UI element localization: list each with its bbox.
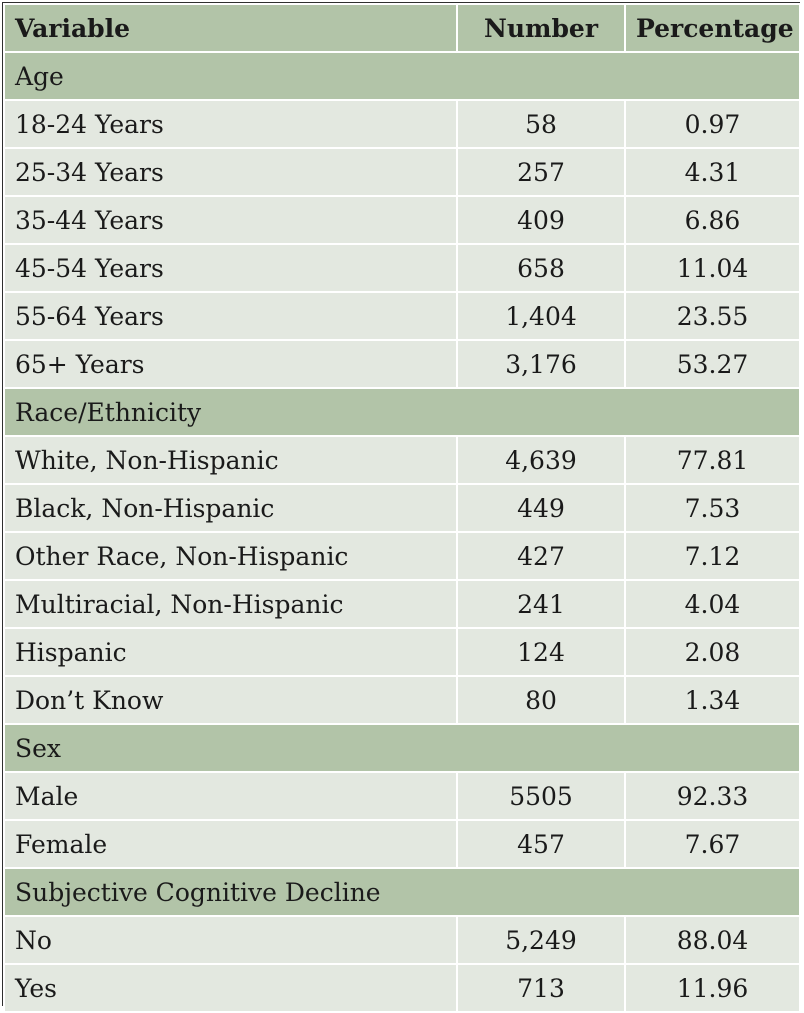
row-number: 449 bbox=[456, 483, 626, 533]
row-percentage: 7.67 bbox=[624, 819, 801, 869]
header-variable: Variable bbox=[3, 3, 458, 53]
row-percentage: 7.53 bbox=[624, 483, 801, 533]
row-percentage: 4.04 bbox=[624, 579, 801, 629]
row-percentage: 7.12 bbox=[624, 531, 801, 581]
row-number: 3,176 bbox=[456, 339, 626, 389]
table-row: White, Non-Hispanic 4,639 77.81 bbox=[3, 435, 801, 485]
row-label: 25-34 Years bbox=[3, 147, 458, 197]
row-number: 80 bbox=[456, 675, 626, 725]
row-label: Multiracial, Non-Hispanic bbox=[3, 579, 458, 629]
row-label: Other Race, Non-Hispanic bbox=[3, 531, 458, 581]
demographics-table: Variable Number Percentage Age 18-24 Yea… bbox=[3, 3, 801, 1013]
row-label: 18-24 Years bbox=[3, 99, 458, 149]
row-percentage: 2.08 bbox=[624, 627, 801, 677]
section-title: Age bbox=[3, 51, 801, 101]
row-label: 55-64 Years bbox=[3, 291, 458, 341]
table-row: No 5,249 88.04 bbox=[3, 915, 801, 965]
row-number: 457 bbox=[456, 819, 626, 869]
row-percentage: 23.55 bbox=[624, 291, 801, 341]
row-label: Male bbox=[3, 771, 458, 821]
header-number: Number bbox=[456, 3, 626, 53]
row-label: 35-44 Years bbox=[3, 195, 458, 245]
table-row: Don’t Know 80 1.34 bbox=[3, 675, 801, 725]
header-percentage: Percentage bbox=[624, 3, 801, 53]
row-label: Yes bbox=[3, 963, 458, 1013]
table-row: 18-24 Years 58 0.97 bbox=[3, 99, 801, 149]
section-row-subjective-cognitive-decline: Subjective Cognitive Decline bbox=[3, 867, 801, 917]
table-row: 45-54 Years 658 11.04 bbox=[3, 243, 801, 293]
section-row-race-ethnicity: Race/Ethnicity bbox=[3, 387, 801, 437]
row-number: 427 bbox=[456, 531, 626, 581]
section-row-sex: Sex bbox=[3, 723, 801, 773]
row-percentage: 0.97 bbox=[624, 99, 801, 149]
section-title: Subjective Cognitive Decline bbox=[3, 867, 801, 917]
table-row: Hispanic 124 2.08 bbox=[3, 627, 801, 677]
row-percentage: 4.31 bbox=[624, 147, 801, 197]
row-percentage: 1.34 bbox=[624, 675, 801, 725]
table-row: Other Race, Non-Hispanic 427 7.12 bbox=[3, 531, 801, 581]
table-row: 35-44 Years 409 6.86 bbox=[3, 195, 801, 245]
row-number: 241 bbox=[456, 579, 626, 629]
table-row: Female 457 7.67 bbox=[3, 819, 801, 869]
row-percentage: 88.04 bbox=[624, 915, 801, 965]
row-number: 124 bbox=[456, 627, 626, 677]
table-row: Multiracial, Non-Hispanic 241 4.04 bbox=[3, 579, 801, 629]
table-row: Yes 713 11.96 bbox=[3, 963, 801, 1013]
row-percentage: 6.86 bbox=[624, 195, 801, 245]
section-title: Race/Ethnicity bbox=[3, 387, 801, 437]
row-number: 257 bbox=[456, 147, 626, 197]
row-label: 65+ Years bbox=[3, 339, 458, 389]
table-row: Black, Non-Hispanic 449 7.53 bbox=[3, 483, 801, 533]
row-number: 658 bbox=[456, 243, 626, 293]
row-label: White, Non-Hispanic bbox=[3, 435, 458, 485]
row-percentage: 53.27 bbox=[624, 339, 801, 389]
row-percentage: 92.33 bbox=[624, 771, 801, 821]
row-label: No bbox=[3, 915, 458, 965]
table-header-row: Variable Number Percentage bbox=[3, 3, 801, 53]
row-number: 5,249 bbox=[456, 915, 626, 965]
table-row: 55-64 Years 1,404 23.55 bbox=[3, 291, 801, 341]
row-percentage: 11.04 bbox=[624, 243, 801, 293]
table-row: Male 5505 92.33 bbox=[3, 771, 801, 821]
table-row: 25-34 Years 257 4.31 bbox=[3, 147, 801, 197]
row-label: Don’t Know bbox=[3, 675, 458, 725]
row-label: 45-54 Years bbox=[3, 243, 458, 293]
row-number: 713 bbox=[456, 963, 626, 1013]
row-percentage: 11.96 bbox=[624, 963, 801, 1013]
row-label: Hispanic bbox=[3, 627, 458, 677]
row-number: 1,404 bbox=[456, 291, 626, 341]
section-title: Sex bbox=[3, 723, 801, 773]
row-number: 5505 bbox=[456, 771, 626, 821]
row-number: 409 bbox=[456, 195, 626, 245]
row-number: 4,639 bbox=[456, 435, 626, 485]
row-percentage: 77.81 bbox=[624, 435, 801, 485]
row-label: Black, Non-Hispanic bbox=[3, 483, 458, 533]
table-row: 65+ Years 3,176 53.27 bbox=[3, 339, 801, 389]
row-number: 58 bbox=[456, 99, 626, 149]
section-row-age: Age bbox=[3, 51, 801, 101]
row-label: Female bbox=[3, 819, 458, 869]
